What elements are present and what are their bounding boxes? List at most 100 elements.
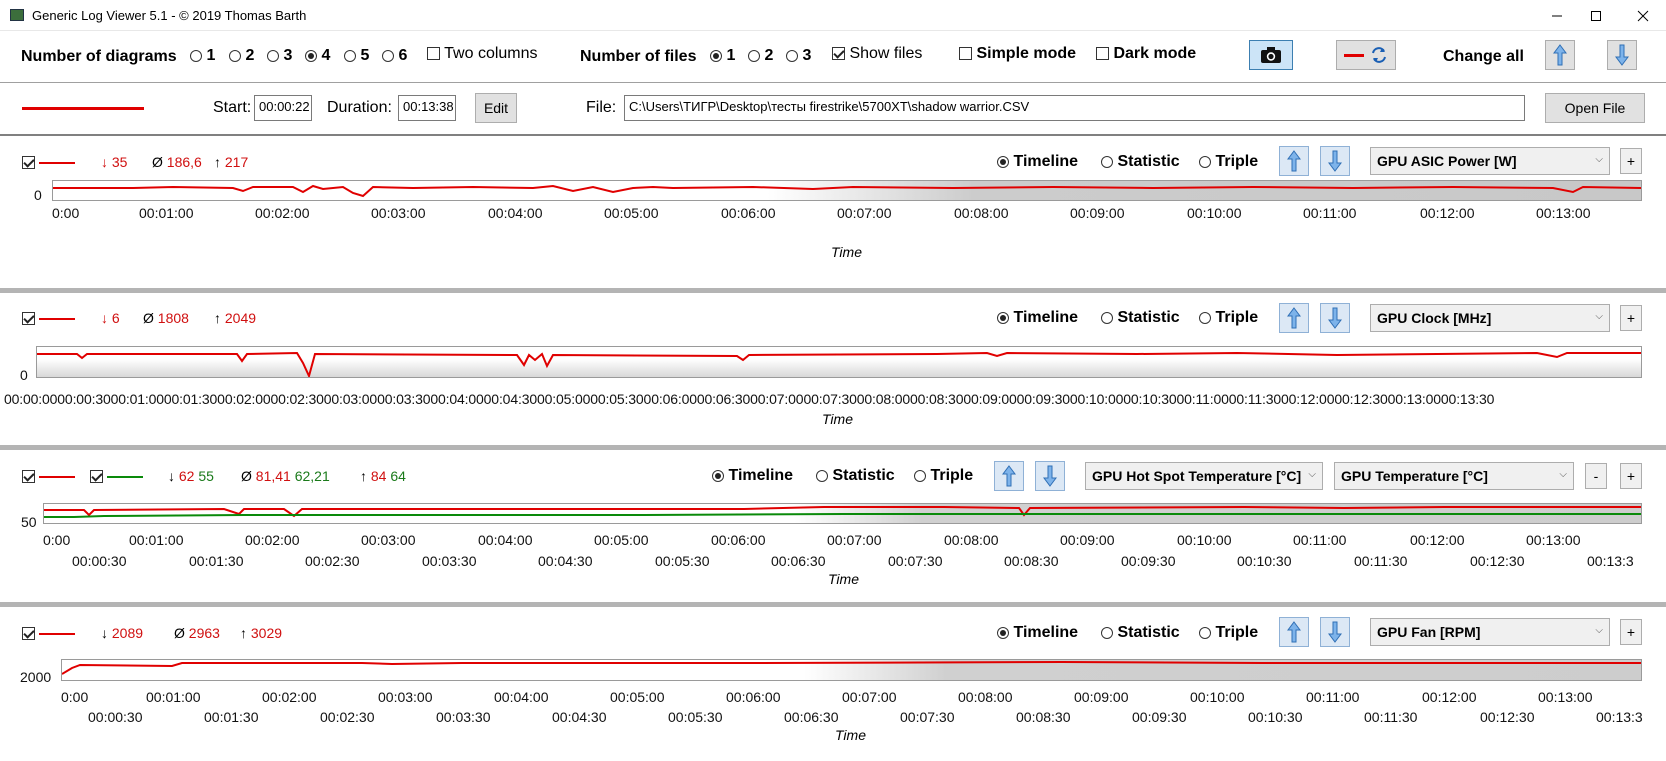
minimize-button[interactable] <box>1534 0 1580 31</box>
move-down-button[interactable] <box>1320 303 1350 333</box>
x-tick: 00:13:3 <box>1596 709 1643 725</box>
radio-diagrams-5[interactable]: 5 <box>344 47 369 65</box>
x-tick: 00:11:00 <box>1303 205 1357 221</box>
radio-statistic[interactable]: Statistic <box>1101 153 1180 171</box>
x-tick: 00:05:00 <box>604 205 659 221</box>
move-down-button[interactable] <box>1320 146 1350 176</box>
radio-timeline[interactable]: Timeline <box>997 309 1078 327</box>
sensor-select[interactable]: GPU ASIC Power [W] ⌵ <box>1370 147 1610 175</box>
add-series-button[interactable]: + <box>1620 305 1642 331</box>
move-up-button[interactable] <box>1279 617 1309 647</box>
arrow-down-icon <box>1328 150 1342 172</box>
x-tick: 00:03:00 <box>371 205 426 221</box>
x-tick: 00:07:30 <box>888 553 943 569</box>
edit-button[interactable]: Edit <box>475 93 517 123</box>
num-diagrams-label: Number of diagrams <box>21 48 177 65</box>
move-up-button[interactable] <box>1279 146 1309 176</box>
x-tick: 00:12:30 <box>1480 709 1535 725</box>
start-input[interactable]: 00:00:22 <box>254 95 312 121</box>
radio-diagrams-4[interactable]: 4 <box>305 47 330 65</box>
series-1-toggle[interactable] <box>22 468 76 486</box>
chevron-down-icon: ⌵ <box>1595 625 1603 636</box>
x-tick: 00:13:00 <box>1538 689 1593 705</box>
file-path-input[interactable]: C:\Users\ТИГР\Desktop\тесты firestrike\5… <box>624 95 1525 121</box>
screenshot-button[interactable] <box>1249 40 1293 70</box>
x-tick: 00:08:00 <box>958 689 1013 705</box>
radio-files-1[interactable]: 1 <box>710 47 735 65</box>
x-tick: 00:05:00 <box>594 532 649 548</box>
remove-series-button[interactable]: - <box>1585 463 1607 489</box>
x-tick: 00:04:30 <box>552 709 607 725</box>
y-axis-label: 0 <box>34 187 42 203</box>
radio-timeline[interactable]: Timeline <box>712 467 793 485</box>
series-1-toggle[interactable] <box>22 154 76 172</box>
x-tick: 0:00 <box>43 532 71 548</box>
chevron-down-icon: ⌵ <box>1559 469 1567 480</box>
stat-max: ↑ 3029 <box>240 625 283 641</box>
radio-triple[interactable]: Triple <box>1199 624 1258 642</box>
x-tick: 00:06:30 <box>784 709 839 725</box>
x-tick: 00:02:30 <box>305 553 360 569</box>
change-all-down-button[interactable] <box>1607 40 1637 70</box>
x-tick: 00:04:00 <box>494 689 549 705</box>
x-tick: 00:00:30 <box>72 553 127 569</box>
radio-triple[interactable]: Triple <box>1199 153 1258 171</box>
panel-divider <box>0 602 1666 607</box>
arrow-up-icon <box>1002 465 1016 487</box>
radio-files-2[interactable]: 2 <box>748 47 773 65</box>
move-up-button[interactable] <box>1279 303 1309 333</box>
y-axis-label: 2000 <box>20 669 52 685</box>
sensor-select[interactable]: GPU Fan [RPM] ⌵ <box>1370 618 1610 646</box>
stat-max: ↑ 84 64 <box>360 468 406 484</box>
stat-max: ↑ 217 <box>214 154 249 170</box>
add-series-button[interactable]: + <box>1620 148 1642 174</box>
radio-diagrams-2[interactable]: 2 <box>229 47 254 65</box>
x-tick: 00:11:00 <box>1293 532 1347 548</box>
move-up-button[interactable] <box>994 461 1024 491</box>
add-series-button[interactable]: + <box>1620 463 1642 489</box>
x-tick: 00:13:00 <box>1536 205 1591 221</box>
radio-timeline[interactable]: Timeline <box>997 624 1078 642</box>
dark-mode-checkbox[interactable]: Dark mode <box>1096 45 1196 63</box>
chevron-down-icon: ⌵ <box>1595 154 1603 165</box>
add-series-button[interactable]: + <box>1620 619 1642 645</box>
move-down-button[interactable] <box>1035 461 1065 491</box>
x-axis-title: Time <box>822 411 853 427</box>
maximize-icon <box>1591 10 1601 21</box>
radio-statistic[interactable]: Statistic <box>816 467 895 485</box>
radio-diagrams-1[interactable]: 1 <box>190 47 215 65</box>
radio-timeline[interactable]: Timeline <box>997 153 1078 171</box>
two-columns-checkbox[interactable]: Two columns <box>427 45 538 63</box>
close-button[interactable] <box>1620 0 1666 31</box>
series-1-toggle[interactable] <box>22 310 76 328</box>
sensor-select[interactable]: GPU Hot Spot Temperature [°C] ⌵ <box>1085 462 1323 490</box>
move-down-button[interactable] <box>1320 617 1350 647</box>
sensor-select-2[interactable]: GPU Temperature [°C] ⌵ <box>1334 462 1574 490</box>
x-tick: 00:01:00 <box>146 689 201 705</box>
swap-color-button[interactable] <box>1336 40 1396 70</box>
radio-triple[interactable]: Triple <box>1199 309 1258 327</box>
radio-diagrams-3[interactable]: 3 <box>267 47 292 65</box>
arrow-down-icon <box>1328 621 1342 643</box>
x-tick: 00:07:00 <box>837 205 892 221</box>
diagram-panel-4: ↓ 2089 Ø 2963 ↑ 3029 Timeline Statistic … <box>0 607 1666 761</box>
stat-min: ↓ 2089 <box>101 625 144 641</box>
maximize-button[interactable] <box>1573 0 1619 31</box>
radio-diagrams-6[interactable]: 6 <box>382 47 407 65</box>
series-2-toggle[interactable] <box>90 468 144 486</box>
x-tick: 00:06:00 <box>711 532 766 548</box>
duration-input[interactable]: 00:13:38 <box>398 95 456 121</box>
show-files-checkbox[interactable]: Show files <box>832 45 922 63</box>
sensor-select[interactable]: GPU Clock [MHz] ⌵ <box>1370 304 1610 332</box>
change-all-up-button[interactable] <box>1545 40 1575 70</box>
simple-mode-checkbox[interactable]: Simple mode <box>959 45 1076 63</box>
change-all-label: Change all <box>1443 48 1524 65</box>
radio-files-3[interactable]: 3 <box>786 47 811 65</box>
open-file-button[interactable]: Open File <box>1545 93 1645 123</box>
series-1-toggle[interactable] <box>22 625 76 643</box>
radio-statistic[interactable]: Statistic <box>1101 309 1180 327</box>
radio-statistic[interactable]: Statistic <box>1101 624 1180 642</box>
arrow-up-icon <box>1287 150 1301 172</box>
radio-triple[interactable]: Triple <box>914 467 973 485</box>
panel-divider <box>0 288 1666 293</box>
